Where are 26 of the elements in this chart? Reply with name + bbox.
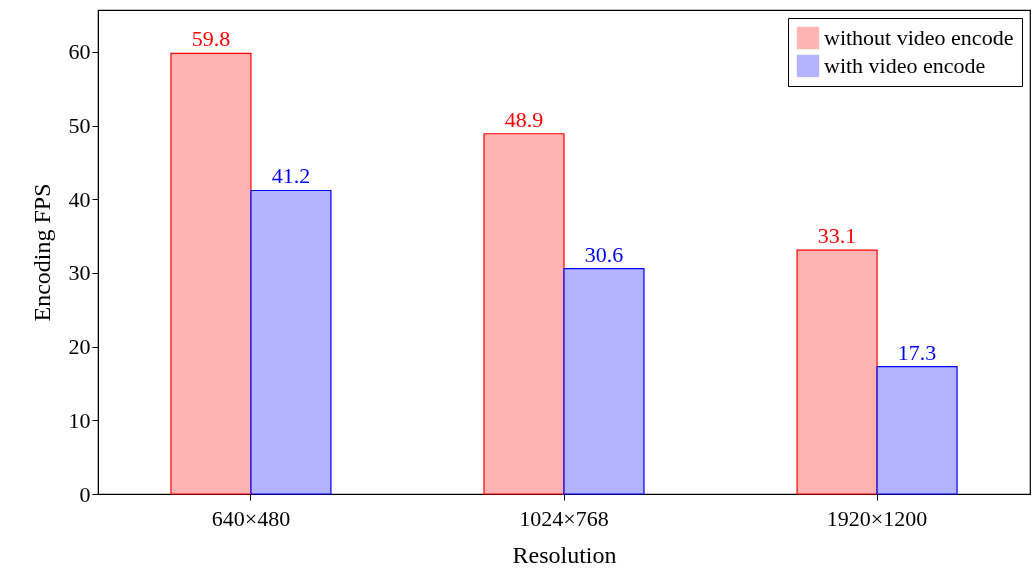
x-tick-label: 1920×1200 [826,505,928,531]
y-tick-label: 0 [79,481,91,507]
y-tick-label: 10 [68,407,91,433]
data-label: 30.6 [584,241,624,267]
x-tick-label: 640×480 [211,505,291,531]
y-tick-label: 50 [68,113,91,139]
bar [483,133,565,495]
bar [170,52,252,495]
y-tick-label: 30 [68,260,91,286]
x-tick-label: 1024×768 [519,505,609,531]
data-label: 48.9 [504,106,544,132]
x-axis-title: Resolution [512,541,617,568]
bar [563,267,645,495]
bar [796,249,878,495]
data-label: 33.1 [817,223,857,249]
y-tick-label: 40 [68,186,91,212]
data-label: 41.2 [271,163,311,189]
y-axis-title: Encoding FPS [28,183,55,322]
data-label: 17.3 [897,339,937,365]
bar [876,365,958,495]
data-label: 59.8 [191,26,231,52]
legend-label: without video encode [824,25,1014,50]
bar [250,189,332,495]
y-tick-label: 60 [68,39,91,65]
legend-label: with video encode [824,53,986,78]
y-tick-label: 20 [68,334,91,360]
